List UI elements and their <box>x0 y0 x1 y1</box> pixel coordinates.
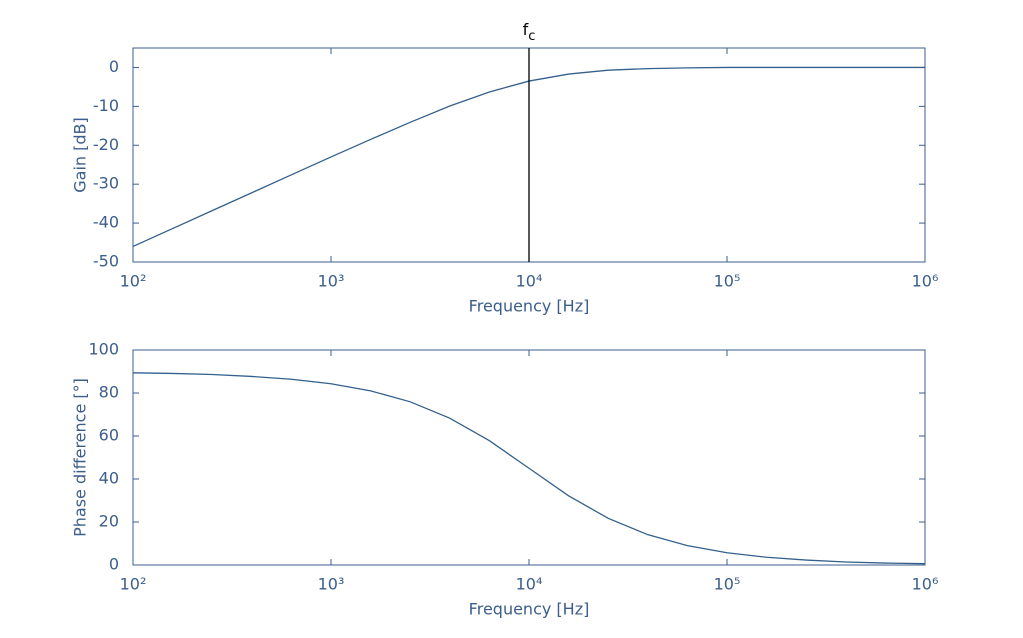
x-tick-label: 10² <box>120 575 147 594</box>
y-tick-label: 100 <box>88 340 119 359</box>
y-tick-label: -10 <box>93 96 119 115</box>
y-tick-label: -50 <box>93 252 119 271</box>
y-tick-label: 20 <box>99 512 119 531</box>
x-tick-label: 10⁶ <box>912 575 939 594</box>
y-axis-label: Phase difference [°] <box>71 378 90 537</box>
x-tick-label: 10³ <box>318 272 345 291</box>
y-tick-label: -40 <box>93 213 119 232</box>
x-tick-label: 10⁴ <box>516 575 543 594</box>
x-tick-label: 10² <box>120 272 147 291</box>
x-tick-label: 10⁵ <box>714 575 741 594</box>
x-tick-label: 10⁵ <box>714 272 741 291</box>
y-tick-label: -30 <box>93 174 119 193</box>
line-series <box>132 372 926 565</box>
cutoff-label: fc <box>523 20 536 44</box>
y-tick-label: 40 <box>99 469 119 488</box>
y-tick-label: 0 <box>109 57 119 76</box>
y-tick-label: -20 <box>93 135 119 154</box>
x-tick-label: 10⁴ <box>516 272 543 291</box>
x-tick-label: 10⁶ <box>912 272 939 291</box>
x-axis-label: Frequency [Hz] <box>469 297 590 316</box>
y-tick-label: 80 <box>99 383 119 402</box>
x-tick-label: 10³ <box>318 575 345 594</box>
y-tick-label: 60 <box>99 426 119 445</box>
x-axis-label: Frequency [Hz] <box>469 600 590 619</box>
plot-frame <box>132 349 926 566</box>
y-axis-label: Gain [dB] <box>71 117 90 193</box>
y-tick-label: 0 <box>109 555 119 574</box>
